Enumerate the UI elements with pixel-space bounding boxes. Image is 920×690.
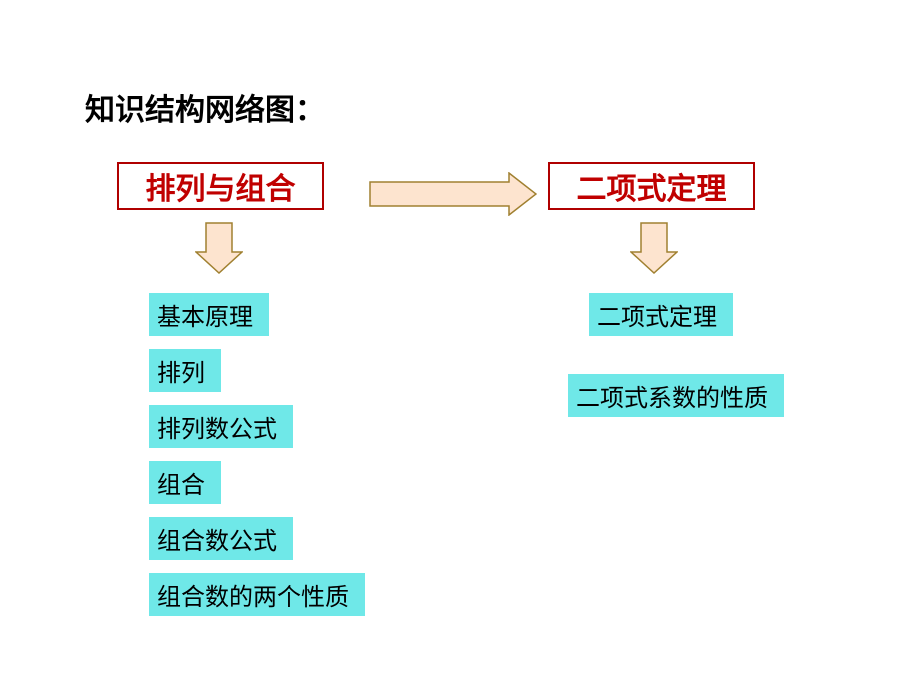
sub-item-label: 组合	[157, 465, 205, 500]
sub-item-label: 组合数公式	[157, 521, 277, 556]
sub-item-label: 二项式系数的性质	[576, 378, 768, 413]
main-box-left: 排列与组合	[117, 162, 324, 210]
sub-item-label: 基本原理	[157, 297, 253, 332]
sub-item-label: 二项式定理	[597, 297, 717, 332]
sub-item-label: 排列数公式	[157, 409, 277, 444]
sub-item-label: 排列	[157, 353, 205, 388]
sub-item: 基本原理	[149, 293, 269, 336]
arrow-down-left-icon	[195, 222, 243, 274]
arrow-right-icon	[369, 172, 537, 216]
sub-item: 排列数公式	[149, 405, 293, 448]
sub-item: 组合数的两个性质	[149, 573, 365, 616]
sub-item-label: 组合数的两个性质	[157, 577, 349, 612]
sub-item: 排列	[149, 349, 221, 392]
page-title: 知识结构网络图：	[85, 85, 325, 129]
sub-item: 二项式定理	[589, 293, 733, 336]
sub-item: 二项式系数的性质	[568, 374, 784, 417]
arrow-down-right-icon	[630, 222, 678, 274]
main-box-right-label: 二项式定理	[577, 164, 727, 208]
sub-item: 组合	[149, 461, 221, 504]
main-box-left-label: 排列与组合	[146, 164, 296, 208]
sub-item: 组合数公式	[149, 517, 293, 560]
main-box-right: 二项式定理	[548, 162, 755, 210]
